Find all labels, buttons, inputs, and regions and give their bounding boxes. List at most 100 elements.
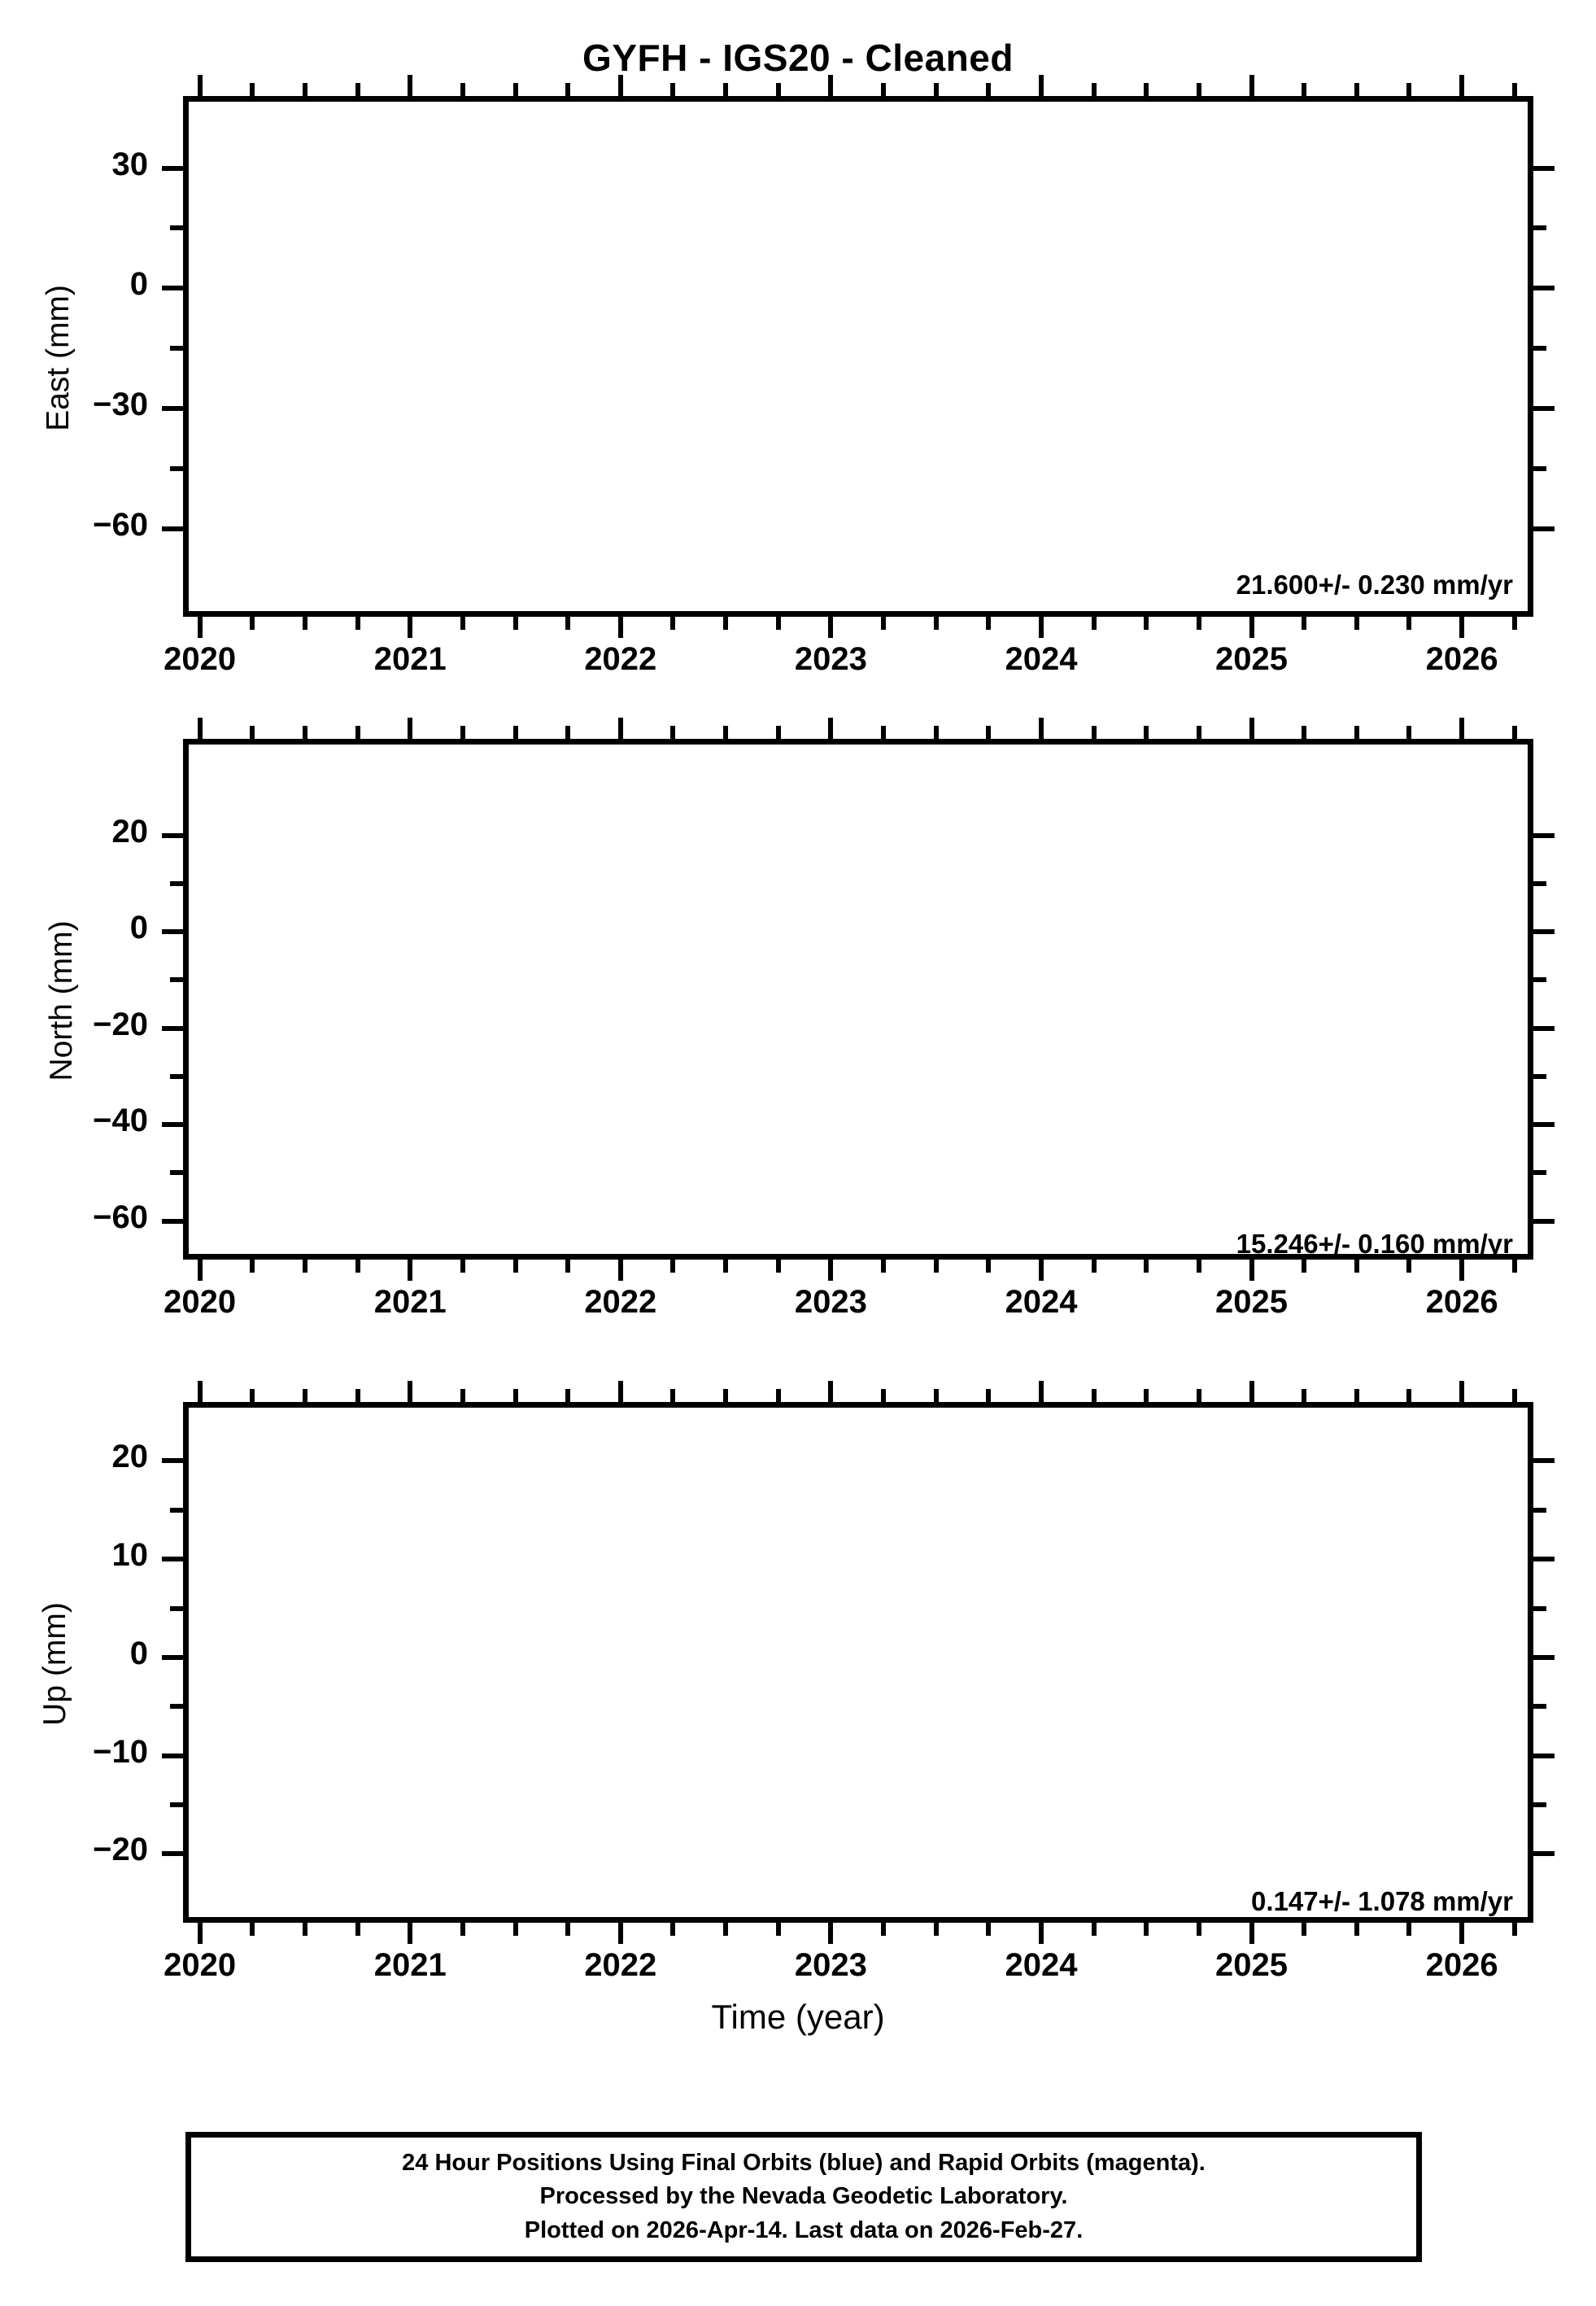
panel-east (183, 96, 1533, 617)
east-xtick-minor (565, 617, 571, 630)
up-xtick-minor (1302, 1923, 1307, 1936)
north-xtick-minor (512, 1260, 518, 1273)
north-xtick-minor (565, 1260, 571, 1273)
up-ytick (1533, 1557, 1555, 1562)
up-xtick-minor (723, 1389, 729, 1402)
north-xtick-minor (1511, 726, 1517, 739)
up-ytick (162, 1458, 183, 1464)
up-xtick-minor (670, 1923, 676, 1936)
up-xtick-major (828, 1923, 834, 1944)
north-ytick-label: 0 (129, 910, 148, 946)
up-xtick-minor (1091, 1389, 1097, 1402)
up-ytick (162, 1654, 183, 1660)
north-xtick-major (828, 1260, 834, 1281)
north-xtick-label: 2024 (1005, 1284, 1078, 1320)
north-ytick (162, 832, 183, 838)
north-xtick-minor (986, 1260, 992, 1273)
up-xtick-minor (1354, 1389, 1359, 1402)
north-ytick (162, 1025, 183, 1031)
east-xtick-minor (881, 617, 887, 630)
north-xtick-minor (250, 726, 255, 739)
north-xtick-minor (933, 1260, 939, 1273)
up-xtick-major (1459, 1381, 1465, 1402)
east-xtick-minor (355, 83, 360, 96)
up-xtick-minor (565, 1389, 571, 1402)
east-xtick-minor (302, 617, 307, 630)
north-xtick-minor (460, 1260, 465, 1273)
up-ytick (162, 1557, 183, 1562)
east-ytick-minor (170, 225, 183, 231)
north-ytick (1533, 929, 1555, 935)
north-xtick-minor (1406, 726, 1412, 739)
north-xtick-minor (723, 726, 729, 739)
north-ytick (1533, 832, 1555, 838)
up-xtick-label: 2020 (164, 1947, 237, 1983)
up-xtick-minor (1406, 1389, 1412, 1402)
north-ytick-minor (170, 1170, 183, 1176)
east-xtick-minor (302, 83, 307, 96)
north-xtick-major (197, 718, 203, 739)
page-title: GYFH - IGS20 - Cleaned (582, 37, 1014, 79)
north-xtick-minor (933, 726, 939, 739)
up-xtick-minor (1511, 1389, 1517, 1402)
up-ytick-label: 20 (111, 1439, 149, 1475)
east-rate-label: 21.600+/- 0.230 mm/yr (1236, 570, 1513, 600)
east-xtick-minor (670, 617, 676, 630)
east-xtick-minor (460, 617, 465, 630)
up-ytick (1533, 1851, 1555, 1857)
up-xtick-minor (302, 1923, 307, 1936)
north-xtick-label: 2020 (164, 1284, 237, 1320)
north-xtick-minor (565, 726, 571, 739)
north-xtick-minor (302, 1260, 307, 1273)
up-xtick-minor (512, 1389, 518, 1402)
up-xtick-minor (565, 1923, 571, 1936)
east-xtick-minor (1196, 617, 1201, 630)
up-xtick-minor (1091, 1923, 1097, 1936)
up-xtick-minor (933, 1923, 939, 1936)
east-ytick (1533, 165, 1555, 171)
up-xtick-label: 2021 (373, 1947, 447, 1983)
north-xtick-label: 2025 (1215, 1284, 1288, 1320)
east-xtick-major (197, 75, 203, 96)
north-xtick-minor (1144, 726, 1149, 739)
east-xtick-minor (250, 617, 255, 630)
up-xtick-label: 2026 (1425, 1947, 1498, 1983)
up-rate-label: 0.147+/- 1.078 mm/yr (1251, 1886, 1513, 1916)
up-xtick-major (1038, 1381, 1044, 1402)
east-xtick-minor (986, 617, 992, 630)
north-xtick-minor (1144, 1260, 1149, 1273)
north-ytick-label: −60 (93, 1199, 148, 1235)
north-xtick-minor (1354, 726, 1359, 739)
up-xtick-minor (881, 1389, 887, 1402)
east-xtick-major (617, 75, 623, 96)
north-ytick-label: −20 (93, 1006, 148, 1042)
north-xtick-minor (512, 726, 518, 739)
east-xtick-minor (512, 617, 518, 630)
east-xtick-minor (250, 83, 255, 96)
up-ytick-label: 0 (129, 1635, 148, 1671)
panel-up (183, 1402, 1533, 1923)
east-xtick-minor (512, 83, 518, 96)
north-rate-label: 15.246+/- 0.160 mm/yr (1236, 1229, 1513, 1259)
east-xtick-major (1459, 75, 1465, 96)
east-xtick-label: 2024 (1005, 641, 1078, 677)
east-xtick-label: 2025 (1215, 641, 1288, 677)
up-xtick-major (197, 1923, 203, 1944)
north-xtick-minor (881, 726, 887, 739)
east-ytick (162, 526, 183, 531)
east-xtick-minor (670, 83, 676, 96)
east-xtick-minor (460, 83, 465, 96)
up-xtick-major (408, 1923, 413, 1944)
north-xtick-label: 2026 (1425, 1284, 1498, 1320)
east-xtick-major (1459, 617, 1465, 638)
east-ytick-label: 0 (129, 266, 148, 303)
north-xtick-minor (1302, 726, 1307, 739)
east-xtick-minor (1091, 617, 1097, 630)
up-xtick-minor (1354, 1923, 1359, 1936)
north-xtick-minor (775, 726, 781, 739)
up-plot-frame (183, 1402, 1533, 1923)
north-xtick-minor (1196, 726, 1201, 739)
east-xtick-minor (723, 83, 729, 96)
north-ytick-minor (1533, 1073, 1546, 1079)
east-xtick-minor (881, 83, 887, 96)
